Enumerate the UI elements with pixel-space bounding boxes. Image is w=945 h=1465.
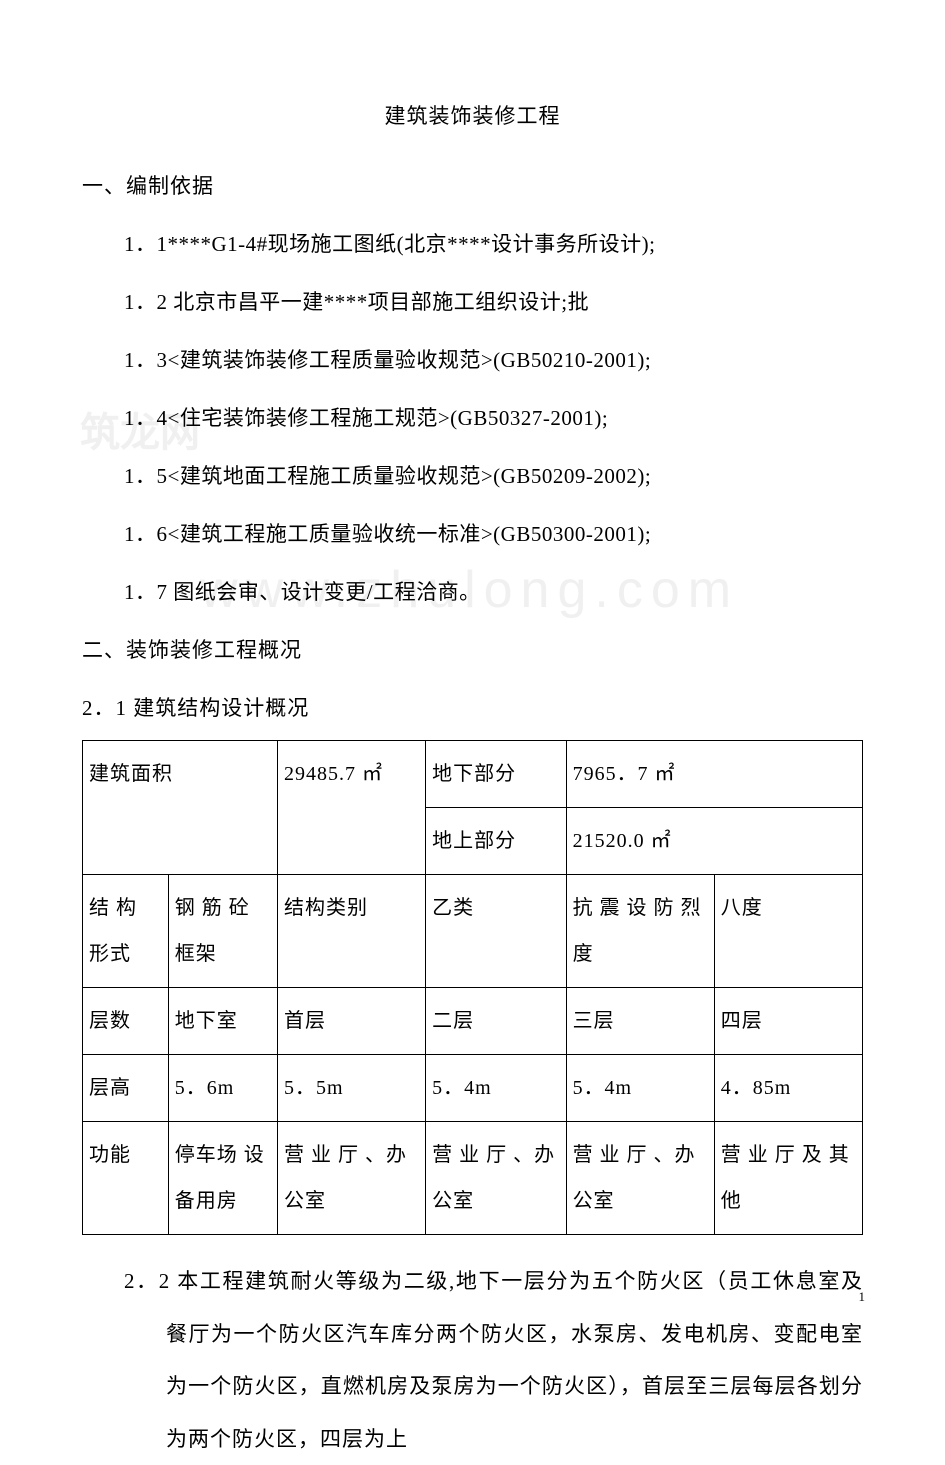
cell-func-b: 停车场 设备用房 bbox=[168, 1122, 277, 1235]
table-row: 层数 地下室 首层 二层 三层 四层 bbox=[83, 988, 863, 1055]
section-1-head: 一、编制依据 bbox=[82, 170, 863, 200]
cell-floors-4: 四层 bbox=[714, 988, 862, 1055]
cell-structure-value: 钢 筋 砼 框架 bbox=[168, 875, 277, 988]
cell-floors-label: 层数 bbox=[83, 988, 169, 1055]
page-number: 1 bbox=[859, 1289, 866, 1305]
cell-floors-1: 首层 bbox=[277, 988, 425, 1055]
cell-floors-2: 二层 bbox=[426, 988, 566, 1055]
sec1-item-5: 1．5<建筑地面工程施工质量验收规范>(GB50209-2002); bbox=[124, 460, 863, 490]
sec1-item-7: 1．7 图纸会审、设计变更/工程洽商。 bbox=[124, 576, 863, 606]
cell-height-3: 5．4m bbox=[566, 1055, 714, 1122]
section-2-head: 二、装饰装修工程概况 bbox=[82, 634, 863, 664]
cell-height-4: 4．85m bbox=[714, 1055, 862, 1122]
sec1-item-6: 1．6<建筑工程施工质量验收统一标准>(GB50300-2001); bbox=[124, 518, 863, 548]
cell-func-3: 营 业 厅 、办公室 bbox=[566, 1122, 714, 1235]
cell-area-value: 29485.7 ㎡ bbox=[277, 741, 425, 875]
cell-func-2: 营 业 厅 、办公室 bbox=[426, 1122, 566, 1235]
cell-aboveground-value: 21520.0 ㎡ bbox=[566, 808, 862, 875]
cell-structure-label: 结 构 形式 bbox=[83, 875, 169, 988]
table-row: 功能 停车场 设备用房 营 业 厅 、办公室 营 业 厅 、办公室 营 业 厅 … bbox=[83, 1122, 863, 1235]
cell-height-1: 5．5m bbox=[277, 1055, 425, 1122]
cell-underground-label: 地下部分 bbox=[426, 741, 566, 808]
cell-seismic-label: 抗 震 设 防 烈度 bbox=[566, 875, 714, 988]
table-row: 结 构 形式 钢 筋 砼 框架 结构类别 乙类 抗 震 设 防 烈度 八度 bbox=[83, 875, 863, 988]
table-row: 层高 5．6m 5．5m 5．4m 5．4m 4．85m bbox=[83, 1055, 863, 1122]
cell-floors-3: 三层 bbox=[566, 988, 714, 1055]
sec1-item-4: 1．4<住宅装饰装修工程施工规范>(GB50327-2001); bbox=[124, 402, 863, 432]
page-title: 建筑装饰装修工程 bbox=[82, 100, 863, 130]
cell-area-label: 建筑面积 bbox=[83, 741, 278, 875]
design-overview-table: 建筑面积 29485.7 ㎡ 地下部分 7965．7 ㎡ 地上部分 21520.… bbox=[82, 740, 863, 1235]
cell-seismic-value: 八度 bbox=[714, 875, 862, 988]
table-row: 建筑面积 29485.7 ㎡ 地下部分 7965．7 ㎡ bbox=[83, 741, 863, 808]
cell-height-label: 层高 bbox=[83, 1055, 169, 1122]
sec1-item-3: 1．3<建筑装饰装修工程质量验收规范>(GB50210-2001); bbox=[124, 344, 863, 374]
cell-height-2: 5．4m bbox=[426, 1055, 566, 1122]
sec1-item-2: 1．2 北京市昌平一建****项目部施工组织设计;批 bbox=[124, 286, 863, 316]
cell-structtype-label: 结构类别 bbox=[277, 875, 425, 988]
cell-func-1: 营 业 厅 、办公室 bbox=[277, 1122, 425, 1235]
section-2-1-subhead: 2．1 建筑结构设计概况 bbox=[82, 692, 863, 722]
section-2-2-para: 2．2 本工程建筑耐火等级为二级,地下一层分为五个防火区（员工休息室及餐厅为一个… bbox=[124, 1255, 863, 1465]
cell-height-b: 5．6m bbox=[168, 1055, 277, 1122]
cell-floors-b: 地下室 bbox=[168, 988, 277, 1055]
cell-underground-value: 7965．7 ㎡ bbox=[566, 741, 862, 808]
cell-func-4: 营 业 厅 及 其他 bbox=[714, 1122, 862, 1235]
cell-func-label: 功能 bbox=[83, 1122, 169, 1235]
sec1-item-1: 1．1****G1-4#现场施工图纸(北京****设计事务所设计); bbox=[124, 228, 863, 258]
cell-structtype-value: 乙类 bbox=[426, 875, 566, 988]
cell-aboveground-label: 地上部分 bbox=[426, 808, 566, 875]
